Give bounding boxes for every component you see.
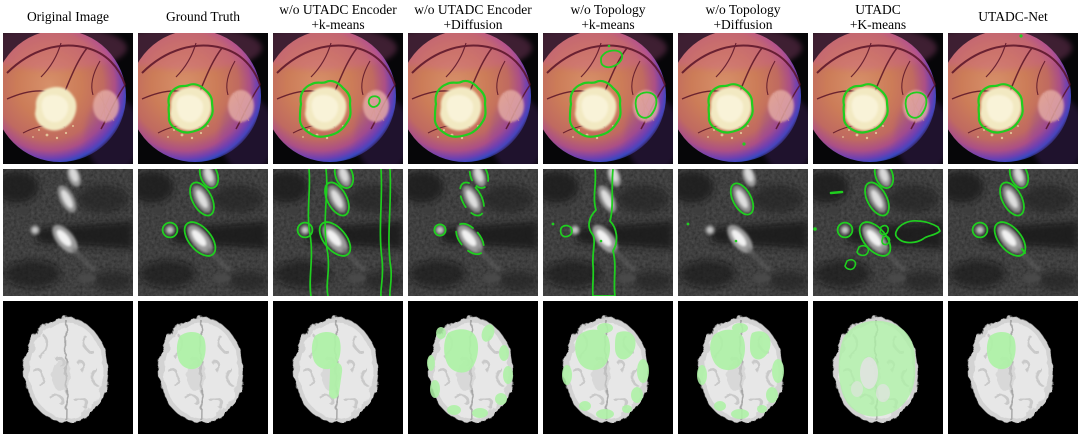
header-line: w/o Topology [705, 1, 781, 17]
header-line: UTADC [855, 1, 901, 17]
cell-vessel-wo-topology-kmeans [543, 169, 673, 296]
header-line: Original Image [26, 9, 110, 24]
column-header-utadc-net: UTADC-Net [948, 0, 1078, 33]
column-header-wo-utadc-encoder-kmeans: w/o UTADC Encoder +k-means [273, 0, 403, 33]
cell-brain-wo-utadc-encoder-diffusion [408, 301, 538, 434]
header-line: +k-means [581, 16, 635, 32]
row-vessel [3, 169, 1078, 296]
cell-vessel-utadc-net [948, 169, 1078, 296]
cell-vessel-ground-truth [138, 169, 268, 296]
column-headers: Original Image Ground Truth w/o UTADC En… [3, 0, 1078, 33]
cell-brain-utadc-net [948, 301, 1078, 434]
cell-brain-utadc-kmeans [813, 301, 943, 434]
column-header-wo-utadc-encoder-diffusion: w/o UTADC Encoder +Diffusion [408, 0, 538, 33]
header-line: +Diffusion [713, 16, 773, 32]
header-line: w/o UTADC Encoder [279, 1, 397, 17]
cell-brain-wo-topology-diffusion [678, 301, 808, 434]
row-brain [3, 301, 1078, 434]
header-line: Ground Truth [166, 9, 240, 24]
cell-fundus-original-image [3, 33, 133, 164]
cell-fundus-wo-topology-diffusion [678, 33, 808, 164]
cell-brain-wo-topology-kmeans [543, 301, 673, 434]
header-line: UTADC-Net [978, 9, 1048, 24]
cell-fundus-wo-topology-kmeans [543, 33, 673, 164]
cell-fundus-wo-utadc-encoder-diffusion [408, 33, 538, 164]
row-fundus [3, 33, 1078, 164]
cell-vessel-wo-utadc-encoder-diffusion [408, 169, 538, 296]
column-header-ground-truth: Ground Truth [138, 0, 268, 33]
cell-brain-ground-truth [138, 301, 268, 434]
header-line: w/o Topology [570, 1, 646, 17]
column-header-wo-topology-kmeans: w/o Topology +k-means [543, 0, 673, 33]
header-line: +k-means [311, 16, 365, 32]
cell-brain-wo-utadc-encoder-kmeans [273, 301, 403, 434]
cell-brain-original-image [3, 301, 133, 434]
header-line: +K-means [849, 16, 907, 32]
cell-vessel-wo-topology-diffusion [678, 169, 808, 296]
header-line: +Diffusion [443, 16, 503, 32]
cell-fundus-utadc-kmeans [813, 33, 943, 164]
cell-fundus-wo-utadc-encoder-kmeans [273, 33, 403, 164]
cell-vessel-utadc-kmeans [813, 169, 943, 296]
cell-vessel-wo-utadc-encoder-kmeans [273, 169, 403, 296]
column-header-wo-topology-diffusion: w/o Topology +Diffusion [678, 0, 808, 33]
cell-vessel-original-image [3, 169, 133, 296]
cell-fundus-ground-truth [138, 33, 268, 164]
column-header-original-image: Original Image [3, 0, 133, 33]
cell-fundus-utadc-net [948, 33, 1078, 164]
column-header-utadc-kmeans: UTADC +K-means [813, 0, 943, 33]
header-line: w/o UTADC Encoder [414, 1, 532, 17]
